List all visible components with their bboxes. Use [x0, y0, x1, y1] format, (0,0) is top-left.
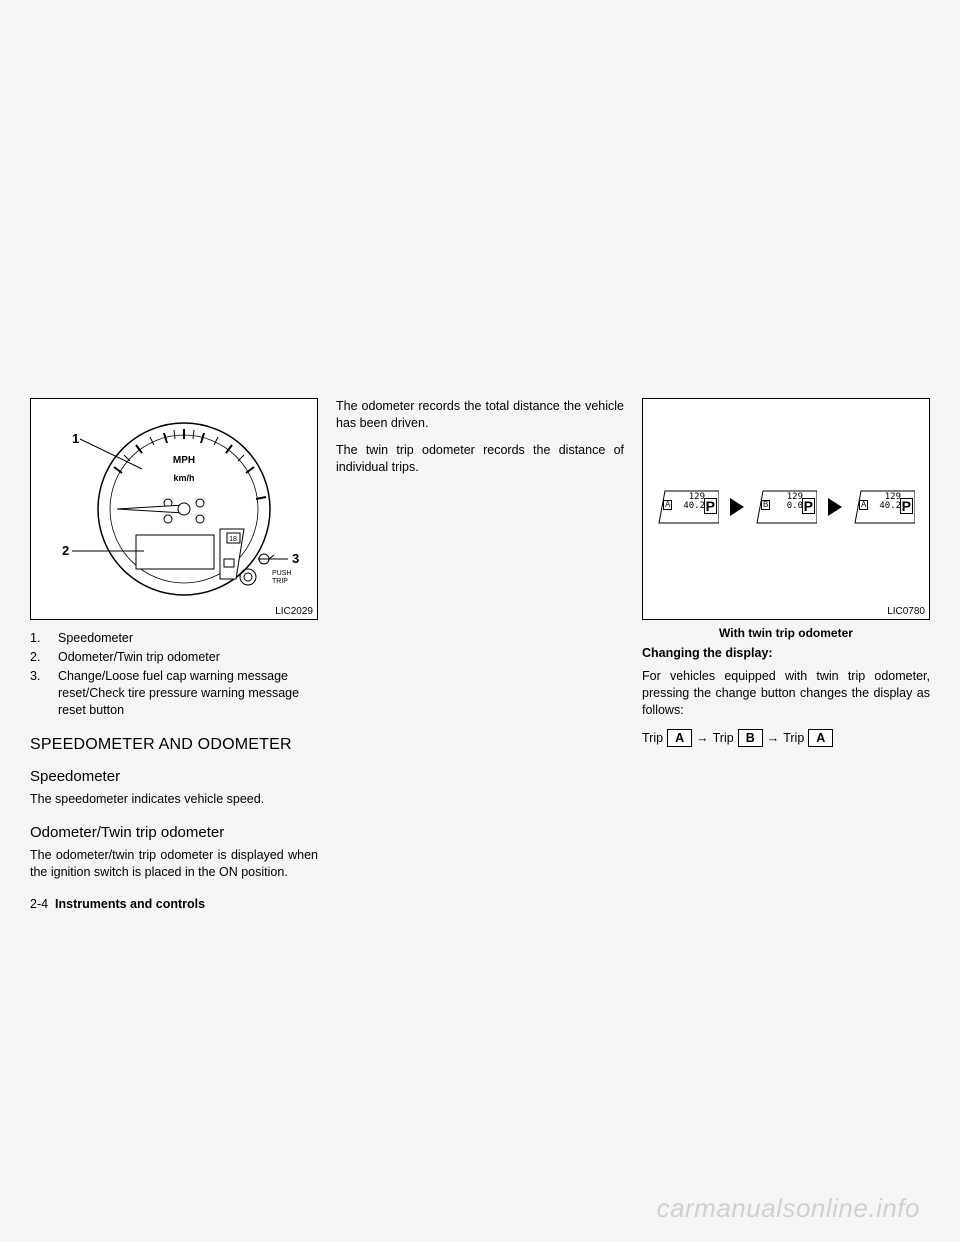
odo-tile-b: B 1290.0 P — [755, 489, 817, 525]
key-a: A — [667, 729, 692, 747]
page-footer: 2-4 Instruments and controls — [30, 897, 318, 911]
svg-text:2: 2 — [62, 543, 69, 558]
odo-tile-a1: A 12940.2 P — [657, 489, 719, 525]
figure-trip-odometer: A 12940.2 P B 1290.0 P A 12940.2 P — [642, 398, 930, 620]
para: The twin trip odometer records the dista… — [336, 442, 624, 476]
callout-list: 1.Speedometer 2.Odometer/Twin trip odome… — [30, 630, 318, 720]
page-content: MPH km/h 18 PUSH — [30, 398, 930, 911]
svg-text:1: 1 — [72, 431, 79, 446]
subheading-speedometer: Speedometer — [30, 768, 318, 785]
odo-tile-a2: A 12940.2 P — [853, 489, 915, 525]
arrow-icon — [730, 498, 744, 516]
para: The speedometer indicates vehicle speed. — [30, 791, 318, 808]
speedometer-svg: MPH km/h 18 PUSH — [44, 409, 304, 609]
subheading-changing-display: Changing the display: — [642, 646, 930, 660]
key-a: A — [808, 729, 833, 747]
svg-text:PUSH: PUSH — [272, 570, 291, 577]
svg-text:km/h: km/h — [173, 473, 194, 483]
svg-text:MPH: MPH — [173, 455, 195, 466]
para: The odometer/twin trip odometer is displ… — [30, 847, 318, 881]
subheading-odometer: Odometer/Twin trip odometer — [30, 824, 318, 841]
arrow-icon — [828, 498, 842, 516]
figure-code: LIC0780 — [887, 606, 925, 617]
list-item: 2.Odometer/Twin trip odometer — [30, 649, 318, 666]
figure-code: LIC2029 — [275, 606, 313, 617]
trip-sequence: Trip A → Trip B → Trip A — [642, 729, 930, 747]
figure-caption: With twin trip odometer — [642, 626, 930, 640]
odometer-sequence: A 12940.2 P B 1290.0 P A 12940.2 P — [657, 489, 915, 525]
figure-speedometer: MPH km/h 18 PUSH — [30, 398, 318, 620]
svg-text:3: 3 — [292, 551, 299, 566]
para: The odometer records the total distance … — [336, 398, 624, 432]
svg-text:18: 18 — [229, 536, 237, 543]
watermark: carmanualsonline.info — [657, 1193, 920, 1224]
svg-text:TRIP: TRIP — [272, 578, 288, 585]
list-item: 1.Speedometer — [30, 630, 318, 647]
key-b: B — [738, 729, 763, 747]
column-2: The odometer records the total distance … — [336, 398, 624, 911]
column-3: A 12940.2 P B 1290.0 P A 12940.2 P — [642, 398, 930, 911]
heading-speedometer-odometer: SPEEDOMETER AND ODOMETER — [30, 736, 318, 754]
column-1: MPH km/h 18 PUSH — [30, 398, 318, 911]
para: For vehicles equipped with twin trip odo… — [642, 668, 930, 719]
list-item: 3.Change/Loose fuel cap warning message … — [30, 668, 318, 719]
